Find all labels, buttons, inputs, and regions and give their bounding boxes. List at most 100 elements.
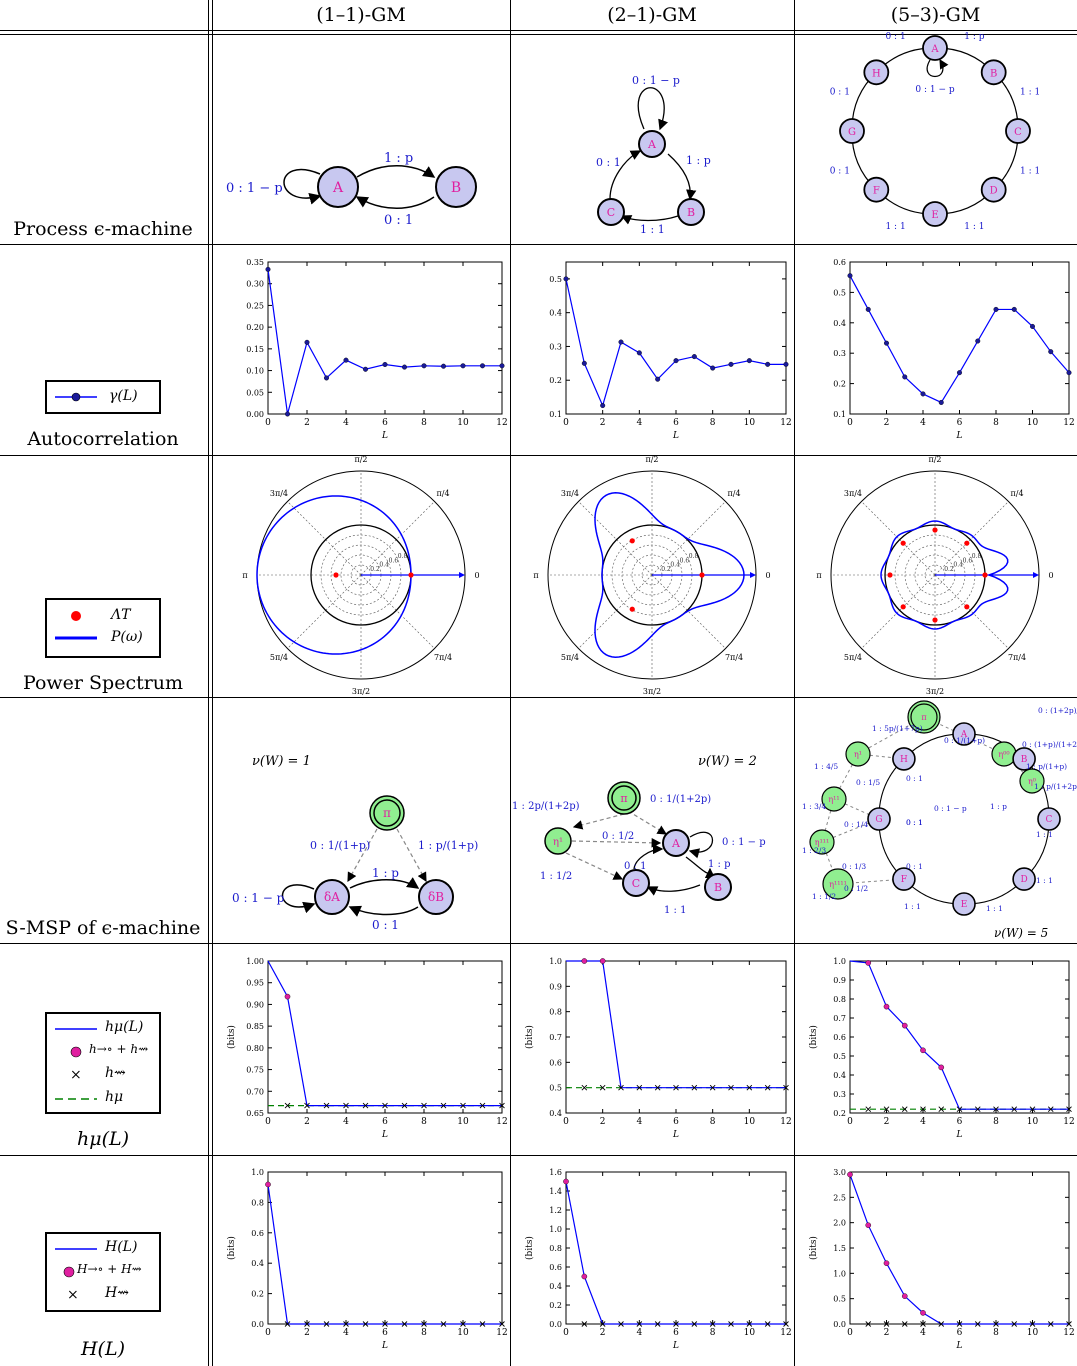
cross-marker xyxy=(746,1084,753,1091)
angle-label: 5π/4 xyxy=(844,653,862,662)
x-tick-label: 4 xyxy=(636,418,642,428)
series-line xyxy=(267,269,502,415)
data-point xyxy=(284,993,291,1000)
msp-node xyxy=(809,829,835,855)
y-tick-label: 1.0 xyxy=(833,957,846,966)
msp-node xyxy=(622,869,650,897)
y-tick-label: 0.5 xyxy=(549,275,562,284)
state-node xyxy=(435,166,477,208)
x-tick-label: 2 xyxy=(884,418,890,428)
msp-node xyxy=(952,722,976,746)
y-tick-label: 0.7 xyxy=(549,1033,562,1042)
row-label-msp: S-MSP of ϵ-machine xyxy=(5,917,201,939)
x-tick-label: 6 xyxy=(382,418,388,428)
state-node xyxy=(980,176,1007,203)
cross-marker xyxy=(499,1321,505,1327)
cross-marker xyxy=(691,1321,698,1327)
cross-marker xyxy=(284,1102,291,1109)
y-tick-label: 0.5 xyxy=(549,1084,562,1093)
polar-spoke xyxy=(578,501,653,576)
angle-label: 5π/4 xyxy=(270,653,288,662)
cross-marker xyxy=(974,1106,981,1113)
polar-spoke xyxy=(934,574,1009,649)
node-label: G xyxy=(848,127,856,138)
x-axis-label: L xyxy=(672,431,679,441)
legend-swatches: × xyxy=(55,1028,97,1100)
eigenvalue-point xyxy=(333,572,339,578)
node-label: δA xyxy=(324,890,340,904)
msp-label: ν(W) = 5 xyxy=(994,926,1048,940)
edge-label: 1 : 1 xyxy=(964,222,984,232)
data-point xyxy=(865,306,871,312)
x-tick-label: 2 xyxy=(600,1117,606,1127)
node-label: A xyxy=(930,44,939,55)
cross-marker xyxy=(709,1084,716,1091)
node-label: η¹¹ xyxy=(828,795,839,804)
x-tick-label: 2 xyxy=(600,1328,606,1338)
eigenvalue-point xyxy=(900,540,906,546)
eigenvalue-point xyxy=(932,617,938,623)
edge-label: 0 : 1/(1+2p) xyxy=(650,794,711,805)
node-label: F xyxy=(901,875,907,885)
angle-label: 3π/2 xyxy=(352,687,370,696)
y-tick-label: 1.2 xyxy=(549,1206,562,1215)
data-point xyxy=(323,375,329,381)
cross-marker xyxy=(709,1321,716,1327)
data-point xyxy=(883,1260,890,1266)
node-label: η⁰⁰ xyxy=(998,750,1009,759)
angle-label: π xyxy=(242,571,247,580)
angle-label: π/2 xyxy=(354,455,367,464)
x-tick-label: 12 xyxy=(496,1117,507,1127)
data-point xyxy=(480,363,486,369)
data-point xyxy=(265,1181,271,1188)
y-tick-label: 0.9 xyxy=(833,976,846,985)
svg-text:×: × xyxy=(67,1287,79,1303)
cross-marker xyxy=(783,1084,789,1091)
y-tick-label: 0.6 xyxy=(833,258,846,267)
row-label-power-spectrum: Power Spectrum xyxy=(22,672,184,694)
data-point xyxy=(382,361,388,367)
node-label: C xyxy=(1046,815,1053,825)
edge-label: 1 : p/(1+p) xyxy=(418,839,478,852)
edge-label: 1 : p xyxy=(686,154,711,167)
data-point xyxy=(636,350,642,356)
polar-spoke xyxy=(861,501,936,576)
x-axis-label: L xyxy=(381,1341,388,1351)
data-point xyxy=(993,306,999,312)
edge-label: 0 : 1 xyxy=(885,32,905,42)
radial-label: 0.8 xyxy=(398,553,408,560)
node-label: A xyxy=(960,730,968,740)
x-tick-label: 8 xyxy=(421,418,427,428)
cross-marker xyxy=(421,1102,427,1109)
data-point xyxy=(563,276,569,282)
cross-marker xyxy=(401,1102,408,1109)
cross-marker xyxy=(883,1321,890,1327)
y-tick-label: 1.0 xyxy=(549,957,562,966)
eigenvalue-point xyxy=(982,572,988,578)
data-point xyxy=(581,958,588,964)
cross-marker xyxy=(636,1321,643,1327)
eigenvalue-point xyxy=(932,527,938,533)
legend-label: hμ(L) xyxy=(105,1019,144,1035)
data-point xyxy=(599,958,606,964)
y-tick-label: 0.1 xyxy=(833,410,846,419)
row-rule xyxy=(0,1155,1077,1156)
cross-marker xyxy=(673,1084,679,1091)
data-point xyxy=(765,361,771,367)
data-point xyxy=(673,358,679,364)
cross-marker xyxy=(764,1084,771,1091)
edge-label: 1 : 2/3 xyxy=(802,846,826,855)
state-node xyxy=(980,59,1007,86)
y-axis-label: (bits) xyxy=(226,1236,237,1260)
x-tick-label: 6 xyxy=(673,418,679,428)
cross-marker xyxy=(865,1321,872,1327)
node-label: π xyxy=(921,713,926,722)
x-tick-label: 10 xyxy=(744,418,756,428)
data-point xyxy=(1011,306,1017,312)
svg-text:×: × xyxy=(70,1067,82,1083)
data-point xyxy=(902,374,908,380)
state-node xyxy=(317,166,359,208)
header-rule-1 xyxy=(0,30,1077,31)
x-tick-label: 8 xyxy=(421,1117,427,1127)
plot-frame xyxy=(267,1171,503,1325)
